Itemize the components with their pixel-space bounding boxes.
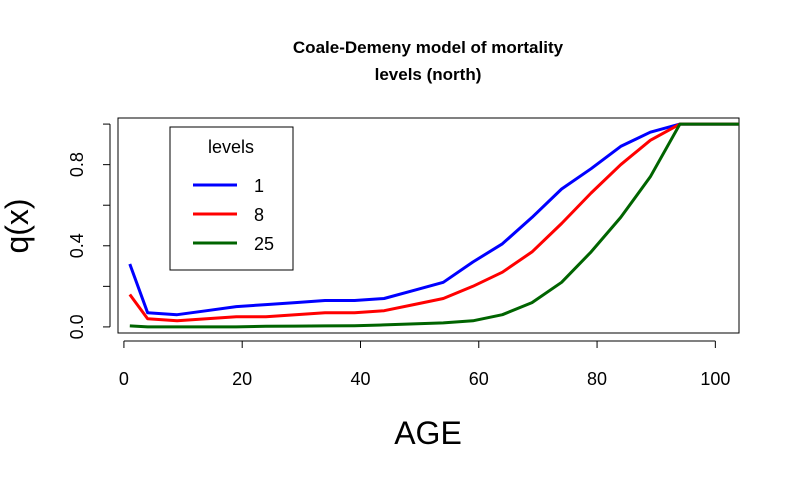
y-tick-label: 0.8 xyxy=(67,152,87,177)
chart-title-line-1: Coale-Demeny model of mortality xyxy=(293,38,564,57)
legend-label-8: 8 xyxy=(254,205,264,225)
x-axis: 0 20 40 60 80 100 xyxy=(119,340,730,389)
y-tick-label: 0.0 xyxy=(67,314,87,339)
legend-label-1: 1 xyxy=(254,176,264,196)
x-tick-label: 20 xyxy=(232,369,252,389)
series-line-8 xyxy=(128,122,739,323)
x-tick-label: 60 xyxy=(469,369,489,389)
x-tick-label: 100 xyxy=(700,369,730,389)
y-axis-title: q(x) xyxy=(0,198,35,253)
x-tick-label: 40 xyxy=(350,369,370,389)
legend-title: levels xyxy=(208,137,254,157)
x-axis-title: AGE xyxy=(394,415,462,451)
chart-title-line-2: levels (north) xyxy=(375,65,482,84)
legend-box xyxy=(169,126,294,271)
y-axis: 0.0 0.4 0.8 xyxy=(67,123,111,339)
legend-label-25: 25 xyxy=(254,234,274,254)
plot-area-frame xyxy=(117,117,740,334)
series-layer xyxy=(128,122,739,329)
y-tick-label: 0.4 xyxy=(67,233,87,258)
x-tick-label: 80 xyxy=(587,369,607,389)
series-line-1 xyxy=(128,122,739,317)
x-tick-label: 0 xyxy=(119,369,129,389)
series-line-25 xyxy=(129,122,739,329)
